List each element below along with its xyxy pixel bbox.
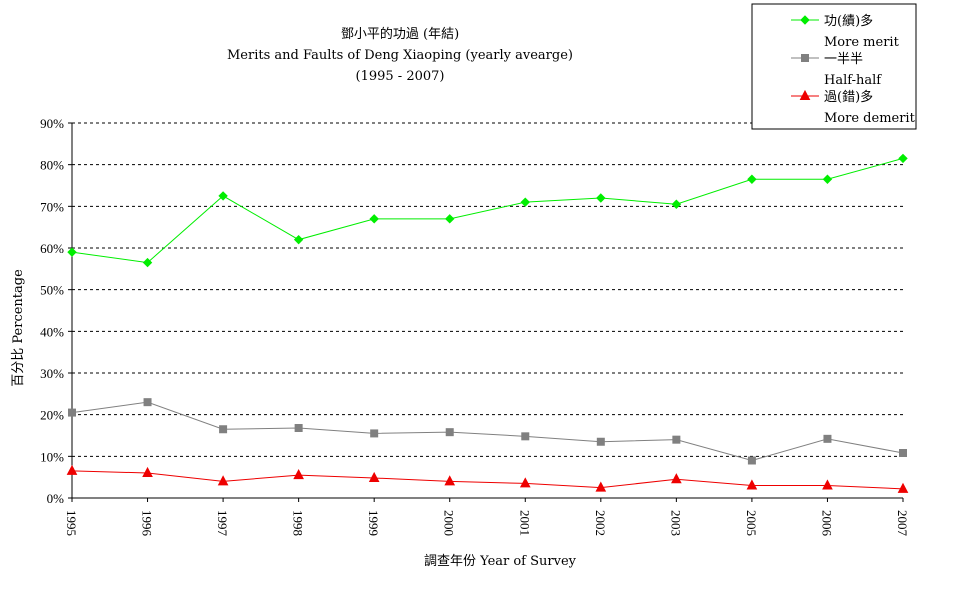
- data-point: [747, 456, 756, 465]
- data-point: [899, 449, 907, 457]
- x-tick-label: 1997: [215, 510, 230, 537]
- data-point: [519, 477, 531, 488]
- data-point: [520, 197, 530, 207]
- y-tick-label: 40%: [40, 324, 64, 339]
- x-tick-label: 2000: [442, 510, 457, 536]
- title-line-3: (1995 - 2007): [356, 69, 445, 84]
- y-tick-label: 80%: [40, 158, 64, 173]
- x-tick-label: 2002: [593, 510, 608, 536]
- data-point: [897, 482, 909, 493]
- data-point: [671, 473, 682, 484]
- data-series: [66, 153, 909, 493]
- series-line: [71, 401, 904, 462]
- x-tick-label: 1998: [291, 510, 306, 536]
- grid: [72, 122, 903, 457]
- x-tick-label: 2006: [819, 510, 834, 537]
- series-1: [67, 153, 908, 268]
- legend-box: [751, 3, 917, 130]
- data-point: [66, 464, 78, 475]
- data-point: [596, 193, 606, 203]
- x-tick-label: 2003: [668, 510, 683, 536]
- y-tick-label: 70%: [40, 199, 64, 214]
- data-point: [672, 435, 681, 444]
- data-point: [898, 153, 908, 164]
- data-point: [143, 398, 152, 407]
- data-point: [822, 174, 833, 184]
- legend-marker: [800, 15, 810, 25]
- title-line-2: Merits and Faults of Deng Xiaoping (year…: [227, 48, 573, 63]
- y-tick-label: 60%: [40, 241, 64, 256]
- data-point: [369, 214, 379, 224]
- legend-marker: [799, 89, 811, 100]
- data-point: [142, 257, 153, 268]
- y-tick-label: 30%: [40, 366, 64, 381]
- data-point: [444, 475, 456, 486]
- data-point: [521, 432, 530, 441]
- data-point: [294, 424, 303, 432]
- data-point: [747, 174, 757, 184]
- legend-label-en: More demerit: [824, 111, 916, 126]
- data-point: [596, 437, 605, 446]
- data-point: [217, 475, 229, 486]
- y-axis-title: 百分比 Percentage: [11, 269, 26, 387]
- data-point: [142, 466, 153, 477]
- y-tick-label: 10%: [40, 449, 64, 464]
- data-point: [595, 481, 607, 492]
- chart-title: 鄧小平的功過 (年結) Merits and Faults of Deng Xi…: [227, 26, 573, 84]
- data-point: [293, 234, 304, 245]
- data-point: [293, 469, 304, 480]
- data-point: [68, 408, 76, 417]
- legend-label: 功(績)多: [824, 13, 873, 29]
- legend-label-en: More merit: [824, 35, 900, 50]
- y-tick-label: 20%: [40, 408, 64, 423]
- title-line-1: 鄧小平的功過 (年結): [341, 26, 459, 42]
- series-line: [71, 470, 904, 490]
- y-tick-label: 90%: [40, 116, 64, 131]
- data-point: [445, 214, 455, 224]
- data-point: [219, 425, 228, 434]
- legend-marker: [801, 54, 809, 62]
- x-tick-label: 1995: [64, 510, 79, 536]
- data-point: [368, 471, 380, 482]
- y-tick-label: 50%: [40, 283, 64, 298]
- series-line: [71, 157, 904, 264]
- x-tick-label: 2007: [895, 510, 910, 537]
- x-tick-label: 2005: [744, 510, 759, 536]
- x-tick-label: 2001: [517, 510, 532, 536]
- legend-label-en: Half-half: [824, 73, 882, 88]
- data-point: [445, 428, 454, 437]
- axes: [71, 123, 903, 499]
- series-3: [66, 464, 909, 493]
- legend-label: 過(錯)多: [824, 89, 873, 105]
- data-point: [370, 429, 379, 438]
- data-point: [671, 199, 682, 209]
- x-tick-label: 1996: [140, 510, 155, 537]
- y-axis-tick-labels: 0% 10% 20% 30% 40% 50% 60% 70% 80% 90%: [40, 116, 72, 506]
- data-point: [823, 434, 832, 443]
- data-point: [67, 247, 77, 257]
- series-2: [68, 398, 907, 465]
- x-axis-title: 調查年份 Year of Survey: [424, 554, 577, 569]
- data-point: [746, 479, 758, 490]
- x-tick-label: 1999: [366, 510, 381, 536]
- legend-label: 一半半: [824, 52, 863, 67]
- data-point: [218, 191, 228, 201]
- x-axis-tick-labels: 1995 1996 1997 1998 1999 2000 2001 2002 2003 2005…: [64, 498, 910, 537]
- data-point: [822, 479, 833, 490]
- y-tick-label: 0%: [47, 491, 65, 506]
